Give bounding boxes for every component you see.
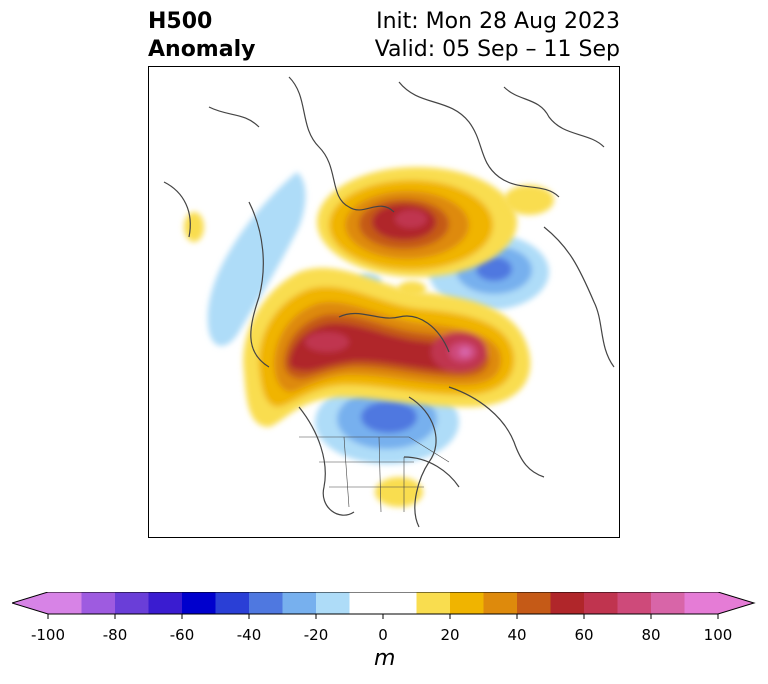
positive-anomaly-scattered [184, 185, 554, 507]
title-line-2: Anomaly [148, 37, 256, 62]
colorbar-segment [416, 592, 451, 614]
anomaly-map-svg [163, 76, 615, 528]
colorbar-segment [383, 592, 417, 614]
positive-anomaly-greenland [317, 167, 517, 277]
colorbar-extend-max [718, 592, 754, 614]
map-title: H500 Anomaly [148, 8, 255, 64]
colorbar-segment [617, 592, 652, 614]
colorbar-segment [48, 592, 82, 614]
forecast-dates: Init: Mon 28 Aug 2023 Valid: 05 Sep – 11… [375, 8, 620, 64]
colorbar-segment [249, 592, 283, 614]
colorbar-segment [215, 592, 250, 614]
map-boundaries [163, 76, 615, 528]
colorbar-segment [282, 592, 317, 614]
colorbar-segment [81, 592, 116, 614]
colorbar-segment [517, 592, 551, 614]
colorbar-tick-label: -100 [30, 626, 66, 644]
colorbar-segment [450, 592, 484, 614]
colorbar-segment [182, 592, 216, 614]
us-state-lines [299, 436, 450, 513]
negative-anomaly-west-atlantic [207, 172, 306, 346]
colorbar-segment [483, 592, 518, 614]
colorbar-unit-label: m [374, 646, 396, 671]
colorbar-segment [550, 592, 585, 614]
title-line-1: H500 [148, 9, 213, 34]
colorbar-segment [684, 592, 719, 614]
colorbar-tick-label: -20 [303, 626, 329, 644]
colorbar-tick-label: 100 [703, 626, 733, 644]
init-date: Init: Mon 28 Aug 2023 [376, 9, 620, 34]
colorbar-segment [115, 592, 149, 614]
positive-anomaly-main-band [243, 267, 531, 427]
valid-dates: Valid: 05 Sep – 11 Sep [374, 37, 620, 62]
colorbar-tick-label: -80 [102, 626, 128, 644]
colorbar-tick-label: 20 [440, 626, 460, 644]
colorbar-tick-label: 60 [574, 626, 594, 644]
colorbar [12, 592, 756, 619]
colorbar-segment [316, 592, 350, 614]
anomaly-map [148, 66, 620, 538]
colorbar-segment [584, 592, 618, 614]
colorbar-extend-min [12, 592, 48, 614]
colorbar-tick-label: 0 [378, 626, 388, 644]
colorbar-tick-label: 40 [507, 626, 527, 644]
colorbar-segment [349, 592, 384, 614]
colorbar-tick-label: -60 [169, 626, 195, 644]
colorbar-tick-label: 80 [641, 626, 661, 644]
colorbar-segments [12, 592, 754, 614]
colorbar-tick-label: -40 [236, 626, 262, 644]
colorbar-segment [148, 592, 183, 614]
colorbar-segment [651, 592, 685, 614]
